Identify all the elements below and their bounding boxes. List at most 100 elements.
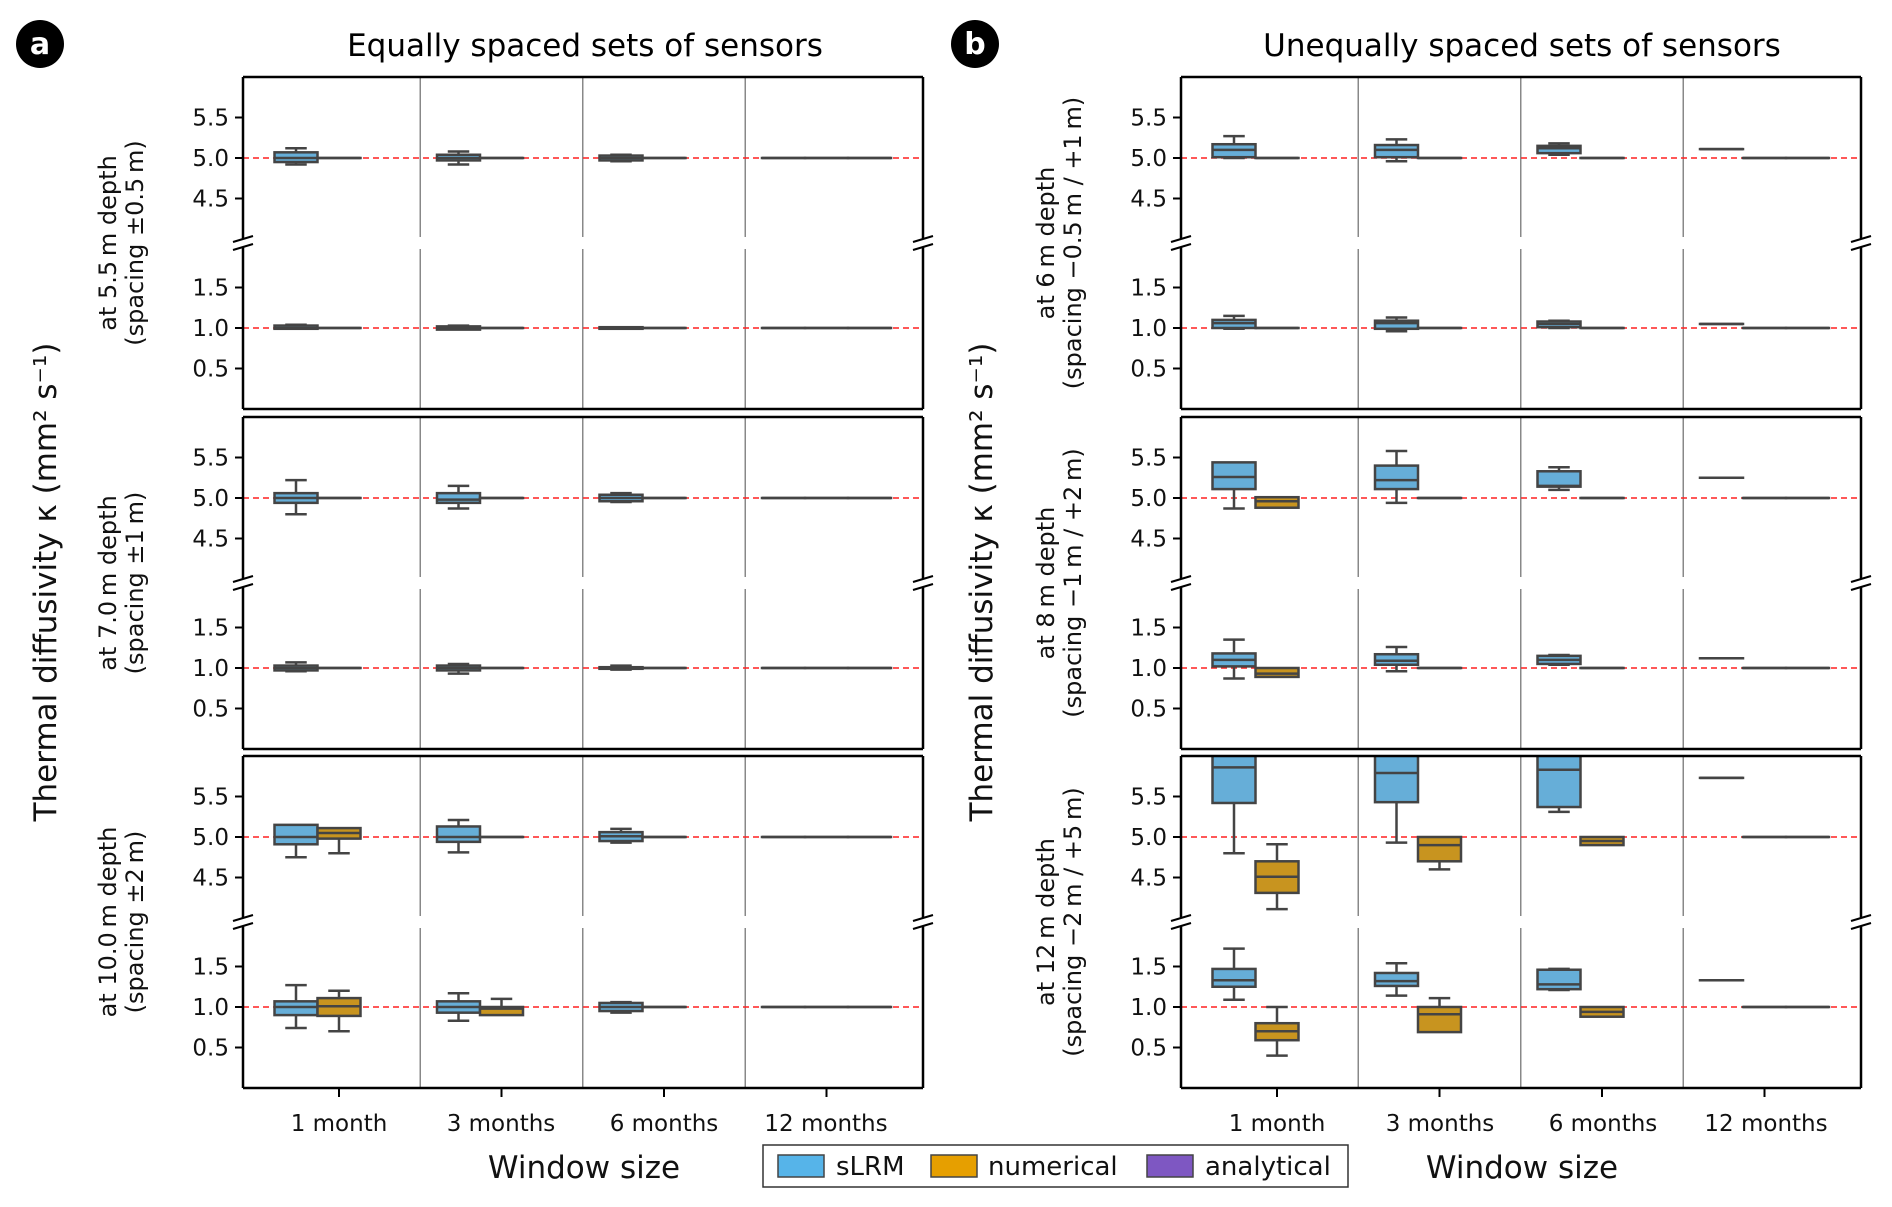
box-slrm-6months: [1536, 653, 1582, 667]
y-tick-label: 0.5: [192, 357, 229, 383]
y-tick-label: 5.5: [192, 106, 229, 132]
row-label-spacing: (spacing −2 m / +5 m): [1059, 787, 1087, 1057]
box-body: [435, 825, 482, 844]
y-axis-label-a: Thermal diffusivity κ (mm² s⁻¹): [28, 343, 64, 823]
y-tick-label: 5.5: [1130, 785, 1167, 811]
box-slrm-1month: [1211, 947, 1257, 1001]
box-slrm-3months: [435, 324, 482, 331]
y-axis-label-b: Thermal diffusivity κ (mm² s⁻¹): [964, 343, 1000, 823]
y-tick-label: 0.5: [192, 697, 229, 723]
box-numerical-1month: [1254, 495, 1300, 509]
box-numerical-3months: [478, 997, 525, 1017]
row-label-depth: at 12 m depth: [1032, 838, 1060, 1006]
y-tick-label: 1.0: [1130, 995, 1167, 1021]
panel-a-circle: [16, 20, 64, 68]
panel-b-row-2: 5.5 5.0 4.5 1.5 1.0 0.5 at 8 m depth (spacing −…: [1032, 415, 1872, 751]
y-tick-label: 4.5: [1130, 527, 1167, 553]
legend-label-numerical: numerical: [988, 1152, 1118, 1182]
boxes-upper: [273, 147, 893, 166]
y-tick-label: 1.5: [1130, 955, 1167, 981]
axis-break-mark: [912, 243, 934, 251]
box-slrm-6months: [598, 491, 644, 504]
legend-swatch-analytical: [1146, 1154, 1194, 1178]
y-tick-label: 1.5: [1130, 616, 1167, 642]
box-numerical-1month: [1254, 843, 1300, 911]
axis-break-mark: [232, 575, 254, 583]
axis-break-mark: [1850, 575, 1872, 583]
row-label-spacing: (spacing −0.5 m / +1 m): [1059, 97, 1087, 389]
x-tick-label-b-3months: 3 months: [1386, 1111, 1495, 1137]
box-body: [435, 491, 482, 505]
axis-break-mark: [912, 583, 934, 591]
box-slrm-6months: [1536, 756, 1582, 814]
legend-swatch-slrm: [777, 1154, 825, 1178]
box-slrm-1month: [1211, 134, 1257, 160]
box-slrm-6months: [1536, 319, 1582, 330]
box-slrm-3months: [435, 991, 482, 1023]
box-slrm-6months: [598, 827, 644, 844]
box-body: [1536, 470, 1582, 488]
x-tick-label-b-1month: 1 month: [1229, 1111, 1326, 1137]
boxes-upper: [273, 818, 893, 859]
boxes-lower: [273, 983, 893, 1033]
x-tick-label-a-12months: 12 months: [764, 1111, 887, 1137]
axis-break-mark: [1170, 235, 1192, 243]
boxes-upper: [1211, 134, 1831, 163]
box-numerical-1month: [316, 826, 362, 855]
y-tick-label: 5.0: [192, 825, 229, 851]
panel-b-letter: b: [964, 27, 985, 62]
axis-break-mark: [1170, 575, 1192, 583]
box-slrm-6months: [598, 664, 644, 671]
box-body: [1536, 968, 1582, 991]
y-tick-label: 5.0: [1130, 486, 1167, 512]
x-tick-label-a-3months: 3 months: [447, 1111, 556, 1137]
axis-break-mark: [912, 922, 934, 930]
y-tick-label: 1.5: [1130, 276, 1167, 302]
row-label-depth: at 5.5 m depth: [94, 155, 122, 331]
boxes-lower: [273, 323, 893, 331]
axis-break-mark: [1170, 243, 1192, 251]
panel-a-row-1: 5.5 5.0 4.5 1.5 1.0 0.5 at 5.5 m depth (spacing…: [94, 75, 934, 411]
panel-a-badge: a: [16, 20, 64, 68]
box-body: [1416, 835, 1463, 863]
box-body: [1373, 971, 1420, 988]
axis-break-mark: [1170, 914, 1192, 922]
plot-area: 5.55.04.51.51.00.5at 5.5 m depth (spacing…: [94, 75, 1872, 1097]
y-tick-label: 1.0: [192, 656, 229, 682]
axis-break-mark: [232, 583, 254, 591]
panel-b-row-3: 5.5 5.0 4.5 1.5 1.0 0.5 at 12 m depth (spacing …: [1032, 754, 1872, 1097]
box-slrm-6months: [598, 325, 644, 331]
legend-label-slrm: sLRM: [836, 1152, 905, 1182]
y-tick-label: 1.5: [192, 276, 229, 302]
y-tick-label: 4.5: [192, 187, 229, 213]
x-axis-label-a: Window size: [488, 1150, 680, 1186]
box-slrm-3months: [435, 484, 482, 510]
box-body: [1211, 967, 1257, 988]
box-body: [478, 1005, 525, 1017]
box-body: [1416, 1005, 1463, 1034]
box-slrm-3months: [435, 150, 482, 166]
row-label-spacing: (spacing −1 m / +2 m): [1059, 448, 1087, 718]
panel-a-row-2: 5.5 5.0 4.5 1.5 1.0 0.5 at 7.0 m depth (spacing…: [94, 415, 934, 751]
panel-b-title: Unequally spaced sets of sensors: [1263, 28, 1781, 64]
x-tick-label-a-6months: 6 months: [610, 1111, 719, 1137]
box-slrm-3months: [1373, 756, 1420, 844]
row-label-spacing: (spacing ±0.5 m): [121, 140, 149, 346]
panel-b-circle: [951, 20, 999, 68]
axis-break-mark: [1850, 914, 1872, 922]
y-tick-label: 4.5: [1130, 187, 1167, 213]
box-body: [273, 823, 319, 846]
boxes-lower: [1211, 314, 1831, 333]
y-tick-label: 1.5: [192, 616, 229, 642]
axis-break-mark: [1170, 922, 1192, 930]
box-slrm-1month: [1211, 638, 1257, 680]
legend-swatch-numerical: [930, 1154, 978, 1178]
panel-b-badge: b: [951, 20, 999, 68]
y-tick-label: 0.5: [1130, 697, 1167, 723]
row-label-depth: at 8 m depth: [1032, 507, 1060, 660]
row-label-spacing: (spacing ±1 m): [121, 492, 149, 675]
boxes-upper: [1211, 449, 1831, 510]
box-body: [1536, 756, 1582, 809]
y-tick-label: 5.5: [1130, 106, 1167, 132]
box-slrm-1month: [273, 983, 319, 1030]
